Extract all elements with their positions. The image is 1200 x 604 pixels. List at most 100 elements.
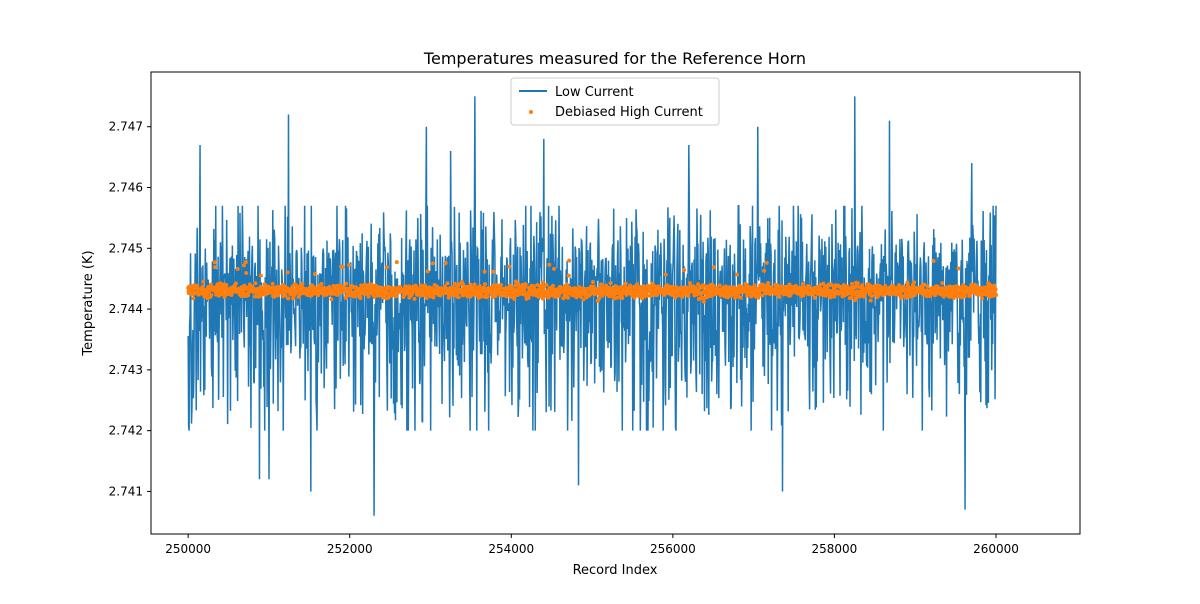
data-point: [523, 282, 528, 287]
data-point: [992, 283, 997, 288]
series-line-low-current: [187, 96, 997, 516]
data-point: [516, 282, 521, 287]
data-point: [384, 265, 389, 270]
y-tick-label: 2.747: [109, 120, 143, 134]
data-point: [512, 297, 517, 302]
data-point: [499, 282, 504, 287]
data-point: [319, 281, 324, 286]
data-point: [491, 269, 496, 274]
data-point: [868, 283, 873, 288]
data-point: [535, 283, 540, 288]
data-point: [224, 282, 229, 287]
plot-area: [186, 96, 998, 516]
data-point: [762, 268, 767, 273]
data-point: [195, 283, 200, 288]
data-point: [682, 268, 687, 273]
data-point: [693, 285, 698, 290]
data-point: [951, 295, 956, 300]
data-point: [868, 298, 873, 303]
data-point: [620, 295, 625, 300]
data-point: [811, 292, 816, 297]
data-point: [962, 294, 967, 299]
data-point: [241, 290, 246, 295]
data-point: [462, 292, 467, 297]
data-point: [676, 293, 681, 298]
data-point: [912, 280, 917, 285]
data-point: [532, 284, 537, 289]
data-point: [472, 282, 477, 287]
data-point: [925, 284, 930, 289]
data-point: [329, 297, 334, 302]
data-point: [425, 269, 430, 274]
data-point: [456, 295, 461, 300]
data-point: [749, 285, 754, 290]
data-point: [956, 266, 961, 271]
data-point: [380, 295, 385, 300]
legend-box: [510, 77, 720, 126]
data-point: [862, 294, 867, 299]
data-point: [764, 260, 769, 265]
data-point: [756, 295, 761, 300]
data-point: [967, 293, 972, 298]
data-point: [512, 293, 517, 298]
data-point: [599, 282, 604, 287]
data-point: [283, 293, 288, 298]
data-point: [711, 283, 716, 288]
data-point: [424, 295, 429, 300]
data-point: [754, 292, 759, 297]
data-point: [628, 283, 633, 288]
legend-label-debiased-high-current: Debiased High Current: [555, 105, 703, 120]
data-point: [544, 282, 549, 287]
x-tick-label: 254000: [488, 542, 534, 556]
plot-frame: [150, 71, 1081, 535]
data-point: [980, 296, 985, 301]
data-point: [850, 288, 855, 293]
data-point: [551, 287, 556, 292]
legend-swatch-debiased-high-current: [529, 110, 533, 114]
data-point: [566, 273, 571, 278]
data-point: [366, 294, 371, 299]
data-point: [485, 294, 490, 299]
data-point: [340, 265, 345, 270]
data-point: [597, 296, 602, 301]
data-point: [711, 265, 716, 270]
legend: Low Current Debiased High Current: [510, 77, 720, 126]
y-tick-label: 2.742: [109, 424, 143, 438]
data-point: [482, 282, 487, 287]
data-point: [933, 293, 937, 298]
data-point: [993, 287, 998, 292]
y-tick-label: 2.746: [109, 181, 143, 195]
data-point: [547, 262, 552, 267]
axes: 250000 252000 254000 256000 258000 260000 2.74…: [109, 71, 1081, 556]
data-point: [717, 283, 722, 288]
data-point: [812, 295, 817, 300]
data-point: [482, 269, 487, 274]
data-point: [541, 296, 546, 301]
x-tick-label: 258000: [812, 542, 858, 556]
data-point: [581, 297, 586, 302]
data-point: [663, 272, 668, 277]
y-tick-label: 2.745: [109, 241, 143, 255]
y-tick-label: 2.744: [109, 302, 143, 316]
data-point: [244, 270, 249, 275]
data-point: [821, 281, 826, 286]
data-point: [253, 294, 258, 299]
data-point: [253, 281, 258, 286]
data-point: [258, 273, 263, 278]
data-point: [540, 280, 545, 285]
data-point: [270, 285, 275, 290]
data-point: [270, 281, 275, 286]
data-point: [738, 295, 743, 300]
data-point: [394, 294, 399, 299]
data-point: [590, 280, 595, 285]
data-point: [777, 294, 782, 299]
data-point: [701, 299, 706, 304]
data-point: [985, 286, 990, 291]
data-point: [332, 284, 337, 289]
series-scatter-debiased-high-current: [186, 258, 998, 304]
data-point: [860, 283, 865, 288]
data-point: [944, 285, 949, 290]
data-point: [567, 258, 572, 263]
data-point: [513, 279, 518, 284]
